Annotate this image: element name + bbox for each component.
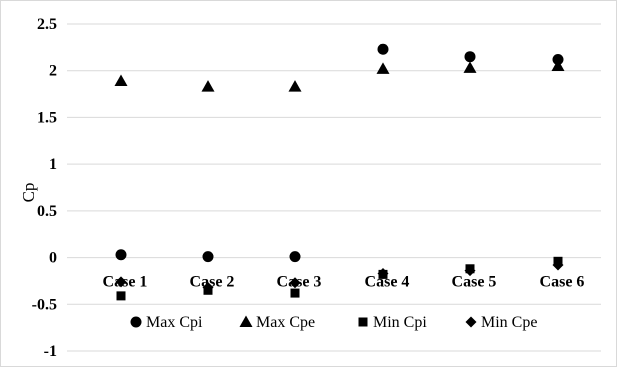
y-tick-label: -1 (44, 343, 57, 360)
legend-marker-max-cpe (239, 315, 253, 327)
point-min-cpe-case-4 (377, 267, 389, 279)
category-label-case-1: Case 1 (103, 274, 148, 291)
point-min-cpi-case-3 (290, 288, 300, 298)
point-min-cpi-case-1 (116, 291, 126, 301)
y-tick-label: 2 (49, 63, 57, 80)
point-max-cpi-case-5 (464, 51, 476, 63)
legend-label-min-cpi: Min Cpi (373, 314, 427, 331)
point-max-cpe-case-3 (288, 80, 302, 92)
point-max-cpe-case-6 (551, 59, 565, 72)
point-max-cpi-case-4 (377, 43, 389, 55)
category-label-case-2: Case 2 (190, 274, 235, 291)
legend-marker-max-cpi (130, 316, 142, 328)
gridlines (67, 23, 601, 352)
category-label-case-6: Case 6 (540, 274, 585, 291)
legend: Max Cpi Max Cpe Min Cpi Min Cpe (130, 314, 537, 331)
point-max-cpe-case-4 (376, 62, 390, 74)
category-labels: Case 1 Case 2 Case 3 Case 4 Case 5 Case 6 (103, 274, 585, 291)
point-max-cpe-case-2 (201, 80, 215, 92)
point-max-cpe-case-5 (463, 61, 477, 73)
legend-label-max-cpi: Max Cpi (146, 314, 203, 331)
point-min-cpe-case-5 (464, 265, 476, 277)
point-max-cpi-case-1 (115, 249, 127, 261)
legend-marker-min-cpe (465, 316, 477, 328)
point-max-cpi-case-6 (552, 54, 564, 66)
category-label-case-5: Case 5 (452, 274, 497, 291)
point-max-cpe-case-1 (114, 74, 128, 86)
y-tick-label: 1 (49, 156, 57, 173)
legend-label-max-cpe: Max Cpe (256, 314, 315, 331)
point-min-cpe-case-2 (202, 281, 214, 293)
y-tick-label: 2.5 (37, 16, 57, 33)
y-axis-label: Cp (19, 183, 38, 203)
point-max-cpi-case-3 (289, 251, 301, 263)
point-min-cpe-case-6 (552, 259, 564, 271)
legend-marker-min-cpi (358, 317, 368, 327)
y-axis-ticks: -1 -0.5 0 0.5 1 1.5 2 2.5 (32, 16, 57, 360)
point-min-cpe-case-1 (115, 276, 127, 288)
point-min-cpe-case-3 (289, 277, 301, 289)
category-label-case-3: Case 3 (277, 274, 322, 291)
y-tick-label: 0 (49, 250, 57, 267)
y-tick-label: 0.5 (37, 203, 57, 220)
data-markers (114, 43, 565, 301)
point-max-cpi-case-2 (202, 251, 214, 263)
y-tick-label: 1.5 (37, 109, 57, 126)
category-label-case-4: Case 4 (365, 274, 410, 291)
y-tick-label: -0.5 (32, 296, 57, 313)
legend-label-min-cpe: Min Cpe (481, 314, 537, 331)
